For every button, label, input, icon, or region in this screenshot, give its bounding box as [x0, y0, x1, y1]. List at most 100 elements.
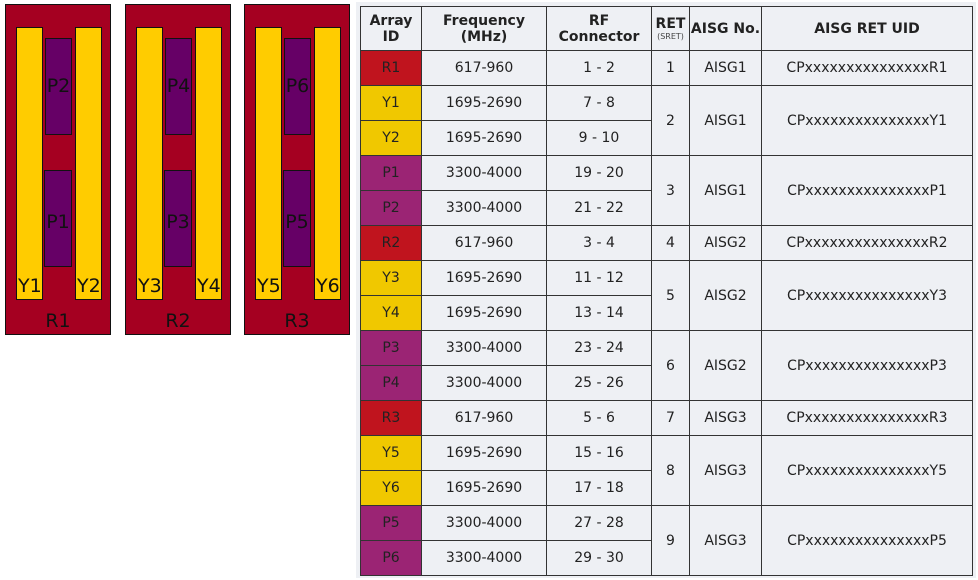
cell-frequency: 1695-2690: [421, 435, 547, 471]
cell-array-id: Y5: [360, 435, 422, 471]
table-row: Y4 1695-2690 13 - 14: [360, 295, 973, 331]
cell-ret: 4: [651, 225, 690, 261]
panel-label: R1: [45, 310, 71, 332]
cell-uid: CPxxxxxxxxxxxxxxxY3: [761, 260, 973, 331]
cell-frequency: 3300-4000: [421, 365, 547, 401]
cell-frequency: 617-960: [421, 225, 547, 261]
cell-rf-connector: 25 - 26: [546, 365, 652, 401]
array-label: Y4: [197, 275, 221, 297]
array-label: P1: [46, 211, 70, 233]
cell-rf-connector: 9 - 10: [546, 120, 652, 156]
cell-uid: CPxxxxxxxxxxxxxxxY1: [761, 85, 973, 156]
table-row: Y5 1695-2690 15 - 16 8 AISG3 CPxxxxxxxxxx…: [360, 435, 973, 506]
cell-ret: 6: [651, 330, 690, 401]
array-label: P6: [285, 75, 310, 97]
cell-aisg-no: AISG2: [689, 260, 762, 331]
cell-aisg-no: AISG3: [689, 435, 762, 506]
array-table: Array ID Frequency (MHz) RF Connector RE…: [360, 6, 973, 576]
table-row: Y2 1695-2690 9 - 10: [360, 120, 973, 156]
array-label: P5: [285, 211, 309, 233]
cell-rf-connector: 27 - 28: [546, 505, 652, 541]
cell-rf-connector: 17 - 18: [546, 470, 652, 506]
cell-rf-connector: 11 - 12: [546, 260, 652, 296]
array-top-purple: P2: [45, 38, 72, 135]
array-top-purple: P4: [165, 38, 192, 135]
cell-array-id: R3: [360, 400, 422, 436]
antenna-panel-r2: Y3 P4 P3 Y4 R2: [125, 4, 231, 335]
cell-array-id: P3: [360, 330, 422, 366]
array-bottom-purple: P3: [164, 170, 192, 267]
header-array-id: Array ID: [360, 6, 422, 51]
cell-frequency: 1695-2690: [421, 120, 547, 156]
cell-rf-connector: 19 - 20: [546, 155, 652, 191]
cell-array-id: P5: [360, 505, 422, 541]
array-left-yellow: Y3: [136, 27, 163, 300]
cell-uid: CPxxxxxxxxxxxxxxxR2: [761, 225, 973, 261]
array-left-yellow: Y5: [255, 27, 282, 300]
table-row: P5 3300-4000 27 - 28 9 AISG3 CPxxxxxxxxxx…: [360, 505, 973, 576]
cell-aisg-no: AISG3: [689, 505, 762, 576]
cell-frequency: 1695-2690: [421, 295, 547, 331]
cell-frequency: 3300-4000: [421, 505, 547, 541]
array-bottom-purple: P5: [283, 170, 311, 267]
table-row: P6 3300-4000 29 - 30: [360, 540, 973, 576]
array-bottom-purple: P1: [44, 170, 72, 267]
array-label: P3: [166, 211, 190, 233]
table-row: Y3 1695-2690 11 - 12 5 AISG2 CPxxxxxxxxxx…: [360, 260, 973, 331]
cell-frequency: 1695-2690: [421, 85, 547, 121]
cell-rf-connector: 7 - 8: [546, 85, 652, 121]
cell-ret: 7: [651, 400, 690, 436]
cell-ret: 2: [651, 85, 690, 156]
header-frequency: Frequency (MHz): [421, 6, 547, 51]
cell-frequency: 3300-4000: [421, 190, 547, 226]
cell-ret: 5: [651, 260, 690, 331]
cell-array-id: P6: [360, 540, 422, 576]
cell-array-id: R1: [360, 50, 422, 86]
cell-rf-connector: 13 - 14: [546, 295, 652, 331]
cell-array-id: Y3: [360, 260, 422, 296]
cell-array-id: P4: [360, 365, 422, 401]
table-row: P1 3300-4000 19 - 20 3 AISG1 CPxxxxxxxxxx…: [360, 155, 973, 226]
header-ret: RET (SRET): [651, 6, 690, 51]
array-right-yellow: Y2: [75, 27, 102, 300]
header-uid: AISG RET UID: [761, 6, 973, 51]
array-label: Y3: [138, 275, 162, 297]
cell-uid: CPxxxxxxxxxxxxxxxP5: [761, 505, 973, 576]
table-row: P2 3300-4000 21 - 22: [360, 190, 973, 226]
cell-aisg-no: AISG1: [689, 85, 762, 156]
cell-ret: 9: [651, 505, 690, 576]
cell-rf-connector: 29 - 30: [546, 540, 652, 576]
cell-frequency: 3300-4000: [421, 155, 547, 191]
cell-uid: CPxxxxxxxxxxxxxxxP1: [761, 155, 973, 226]
antenna-panel-r3: Y5 P6 P5 Y6 R3: [244, 4, 350, 335]
cell-ret: 8: [651, 435, 690, 506]
header-aisg-no: AISG No.: [689, 6, 762, 51]
cell-aisg-no: AISG1: [689, 50, 762, 86]
table-header-row: Array ID Frequency (MHz) RF Connector RE…: [360, 6, 973, 51]
table-row: Y6 1695-2690 17 - 18: [360, 470, 973, 506]
header-ret-label: RET: [655, 16, 686, 32]
table-row: P3 3300-4000 23 - 24 6 AISG2 CPxxxxxxxxxx…: [360, 330, 973, 401]
cell-aisg-no: AISG1: [689, 155, 762, 226]
cell-aisg-no: AISG2: [689, 330, 762, 401]
cell-rf-connector: 1 - 2: [546, 50, 652, 86]
array-top-purple: P6: [284, 38, 311, 135]
cell-uid: CPxxxxxxxxxxxxxxxR3: [761, 400, 973, 436]
array-label: Y1: [18, 275, 42, 297]
cell-ret: 1: [651, 50, 690, 86]
cell-rf-connector: 3 - 4: [546, 225, 652, 261]
cell-array-id: Y1: [360, 85, 422, 121]
cell-frequency: 617-960: [421, 400, 547, 436]
antenna-panel-r1: Y1 P2 P1 Y2 R1: [5, 4, 111, 335]
array-right-yellow: Y4: [195, 27, 222, 300]
array-label: Y5: [257, 275, 281, 297]
cell-array-id: R2: [360, 225, 422, 261]
cell-ret: 3: [651, 155, 690, 226]
cell-uid: CPxxxxxxxxxxxxxxxY5: [761, 435, 973, 506]
cell-frequency: 3300-4000: [421, 540, 547, 576]
array-label: P2: [46, 75, 71, 97]
cell-rf-connector: 5 - 6: [546, 400, 652, 436]
